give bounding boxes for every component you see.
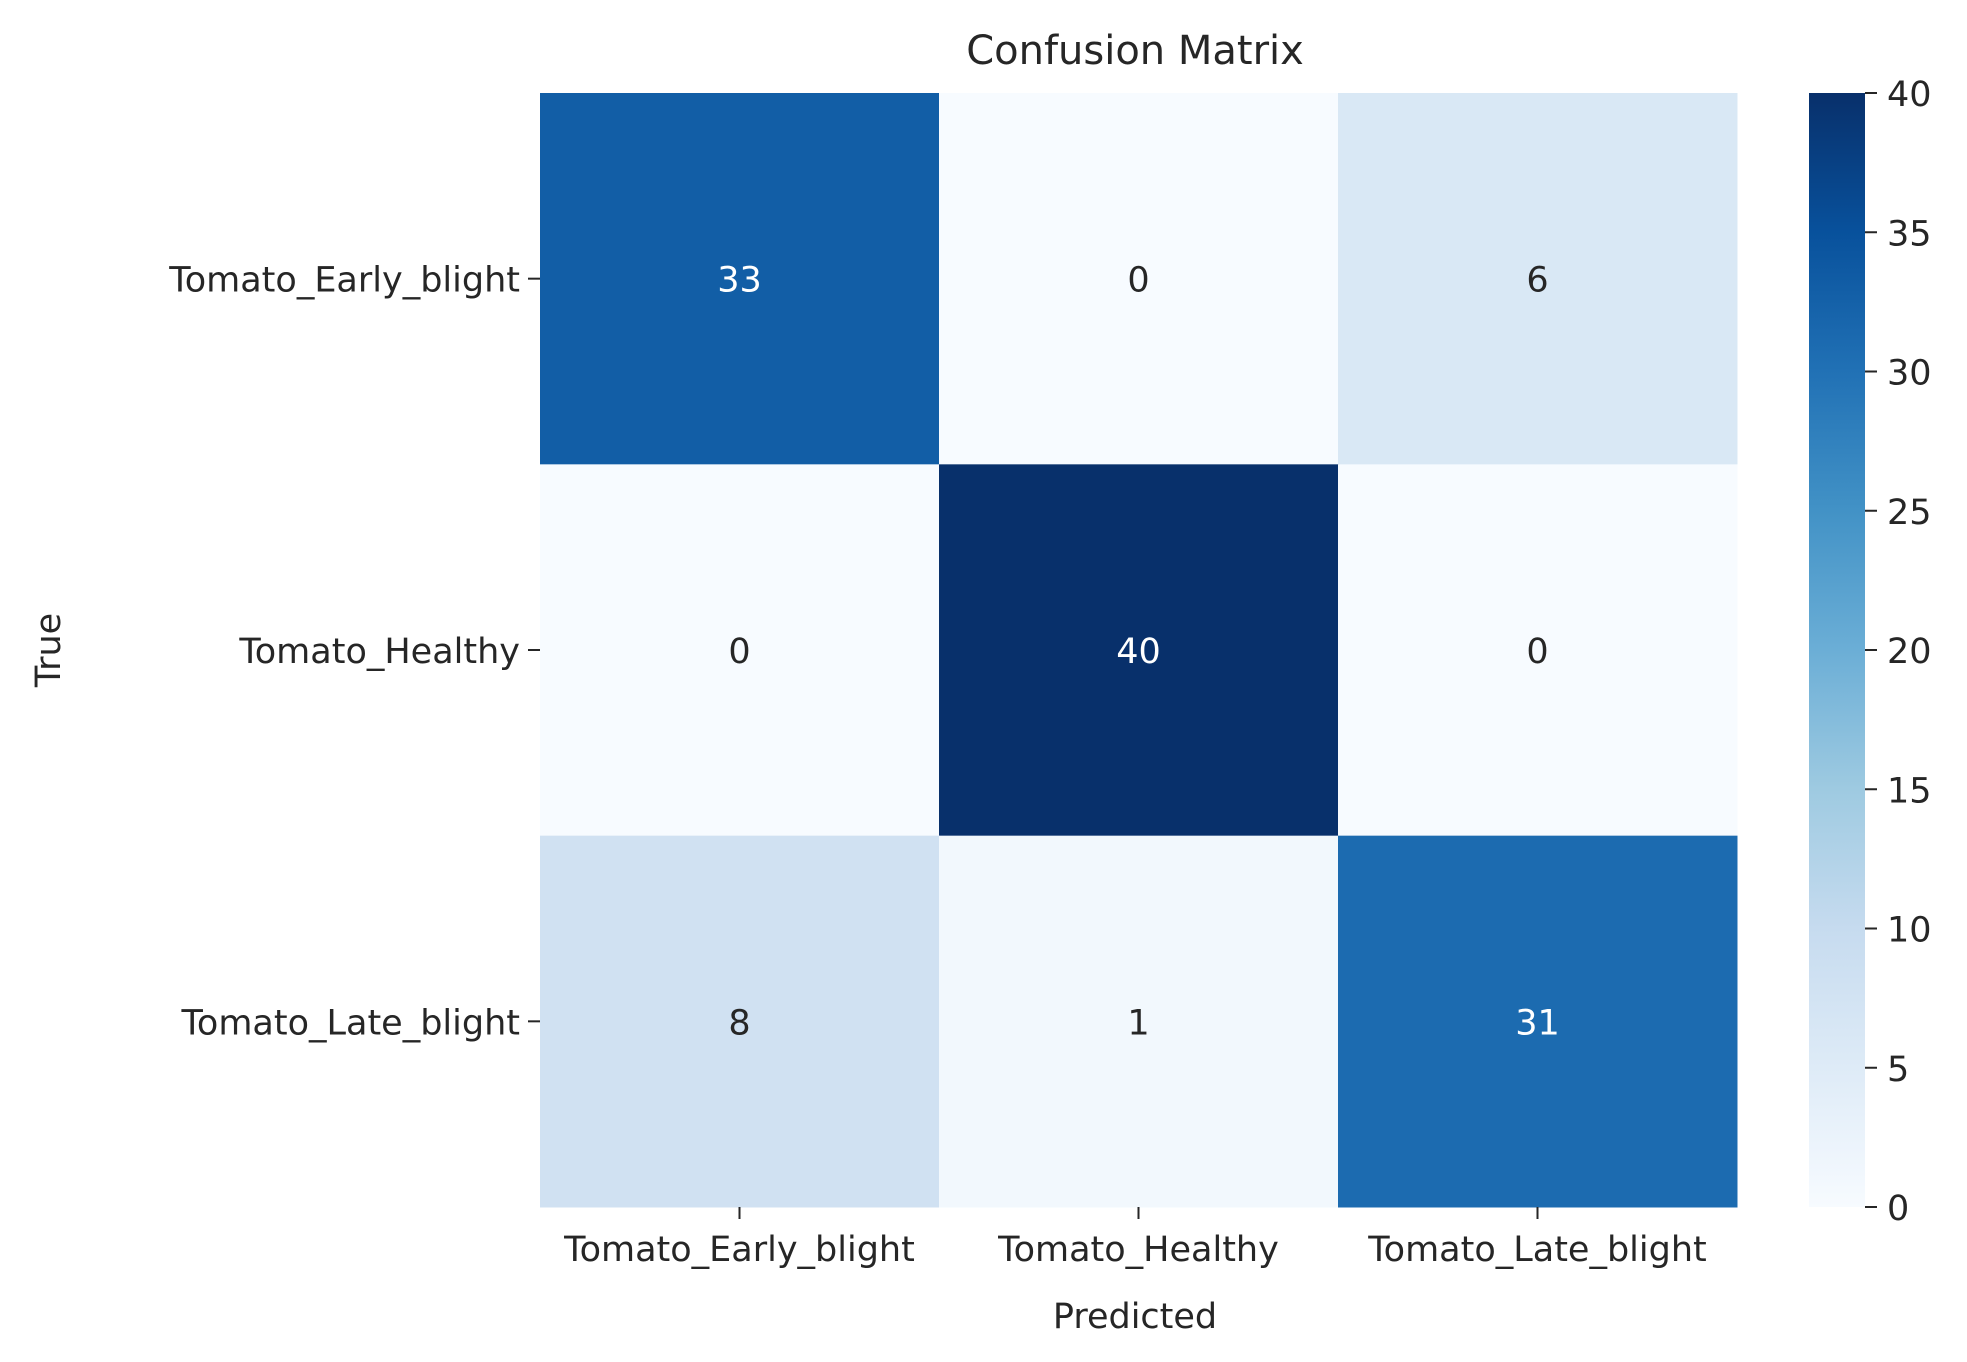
heatmap-cell [1338,464,1738,837]
heatmap-cell [939,835,1339,1208]
x-tick-label: Tomato_Early_blight [563,1230,915,1270]
heatmap-cell [1338,93,1738,465]
colorbar [1809,93,1865,1207]
heatmap-cells [540,93,1738,1208]
y-tick-label: Tomato_Healthy [238,632,520,672]
cell-value-label: 1 [1127,1003,1149,1043]
cell-value-label: 8 [728,1003,750,1043]
cell-value-label: 0 [1127,261,1149,301]
colorbar-tick-label: 30 [1887,354,1932,394]
colorbar-tick-label: 40 [1887,75,1932,115]
colorbar-tick-label: 0 [1887,1189,1909,1229]
heatmap-cell [939,464,1339,837]
y-axis-label: True [29,613,69,688]
heatmap-cell-labels: 33 0 6 0 40 0 8 1 31 [717,261,1560,1044]
y-tick-label: Tomato_Late_blight [180,1003,520,1043]
chart-title: Confusion Matrix [966,28,1304,74]
colorbar-tick-label: 15 [1887,771,1932,811]
y-axis-ticks: Tomato_Early_blight Tomato_Healthy Tomato_… [168,261,540,1043]
cell-value-label: 40 [1116,632,1161,672]
colorbar-tick-label: 25 [1887,493,1932,533]
heatmap-cell [1338,835,1738,1208]
x-axis-ticks: Tomato_Early_blight Tomato_Healthy Tomato_… [563,1207,1707,1270]
x-tick-label: Tomato_Healthy [997,1230,1279,1270]
colorbar-tick-label: 35 [1887,214,1932,254]
cell-value-label: 31 [1515,1003,1560,1043]
colorbar-tick-label: 20 [1887,632,1932,672]
heatmap-cell [540,835,940,1208]
cell-value-label: 6 [1526,261,1548,301]
colorbar-tick-label: 10 [1887,911,1932,951]
cell-value-label: 0 [728,632,750,672]
heatmap-cell [540,464,940,837]
x-axis-label: Predicted [1053,1297,1217,1337]
y-tick-label: Tomato_Early_blight [168,261,520,301]
cell-value-label: 33 [717,261,762,301]
heatmap-cell [540,93,940,465]
colorbar-tick-label: 5 [1887,1050,1909,1090]
colorbar-ticks: 0 5 10 15 20 25 30 35 40 [1865,75,1932,1229]
x-tick-label: Tomato_Late_blight [1367,1230,1707,1270]
cell-value-label: 0 [1526,632,1548,672]
heatmap-cell [939,93,1339,465]
